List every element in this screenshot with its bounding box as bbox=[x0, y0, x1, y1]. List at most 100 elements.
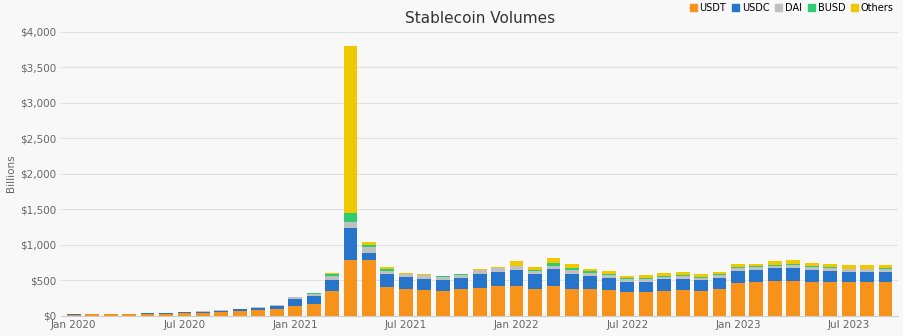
Bar bbox=[731, 283, 744, 316]
Bar bbox=[712, 272, 726, 274]
Bar bbox=[694, 278, 707, 281]
Bar bbox=[804, 282, 818, 316]
Bar bbox=[712, 289, 726, 316]
Bar bbox=[472, 274, 486, 288]
Bar bbox=[841, 282, 854, 316]
Bar bbox=[786, 268, 799, 281]
Bar bbox=[398, 277, 413, 289]
Bar bbox=[325, 280, 339, 291]
Bar bbox=[196, 313, 209, 316]
Bar bbox=[325, 291, 339, 316]
Bar bbox=[306, 296, 321, 304]
Bar bbox=[417, 275, 431, 276]
Bar bbox=[731, 270, 744, 283]
Bar bbox=[656, 277, 670, 280]
Bar bbox=[786, 260, 799, 264]
Bar bbox=[786, 265, 799, 268]
Bar bbox=[85, 314, 99, 316]
Title: Stablecoin Volumes: Stablecoin Volumes bbox=[405, 11, 554, 27]
Bar bbox=[233, 309, 247, 311]
Bar bbox=[749, 270, 762, 282]
Bar bbox=[454, 289, 468, 316]
Bar bbox=[731, 268, 744, 270]
Bar bbox=[306, 304, 321, 316]
Bar bbox=[214, 310, 228, 312]
Bar bbox=[767, 268, 781, 281]
Bar bbox=[878, 271, 891, 282]
Bar bbox=[878, 269, 891, 271]
Bar bbox=[619, 278, 633, 279]
Bar bbox=[675, 276, 689, 279]
Bar bbox=[343, 260, 357, 316]
Bar bbox=[675, 279, 689, 290]
Bar bbox=[472, 270, 486, 274]
Bar bbox=[601, 278, 615, 290]
Bar bbox=[656, 276, 670, 277]
Bar bbox=[104, 314, 117, 316]
Bar bbox=[251, 310, 265, 316]
Bar bbox=[233, 311, 247, 316]
Bar bbox=[619, 279, 633, 282]
Bar bbox=[749, 282, 762, 316]
Bar bbox=[417, 290, 431, 316]
Bar bbox=[490, 267, 505, 268]
Bar bbox=[712, 274, 726, 275]
Bar bbox=[823, 268, 836, 270]
Bar bbox=[214, 312, 228, 316]
Bar bbox=[509, 266, 523, 270]
Bar bbox=[546, 287, 560, 316]
Bar bbox=[122, 314, 135, 316]
Bar bbox=[417, 279, 431, 290]
Bar bbox=[564, 289, 578, 316]
Bar bbox=[767, 265, 781, 266]
Bar bbox=[619, 276, 633, 278]
Bar bbox=[860, 272, 873, 282]
Bar bbox=[490, 271, 505, 287]
Bar bbox=[361, 253, 376, 260]
Bar bbox=[878, 268, 891, 269]
Bar bbox=[675, 275, 689, 276]
Bar bbox=[564, 270, 578, 274]
Bar bbox=[694, 291, 707, 316]
Bar bbox=[767, 281, 781, 316]
Bar bbox=[823, 282, 836, 316]
Bar bbox=[656, 280, 670, 291]
Bar bbox=[601, 275, 615, 278]
Bar bbox=[417, 276, 431, 279]
Bar bbox=[767, 261, 781, 265]
Bar bbox=[325, 276, 339, 280]
Bar bbox=[141, 314, 154, 316]
Bar bbox=[546, 258, 560, 263]
Bar bbox=[749, 266, 762, 267]
Bar bbox=[601, 271, 615, 274]
Bar bbox=[841, 265, 854, 269]
Bar bbox=[251, 308, 265, 310]
Bar bbox=[527, 270, 541, 271]
Bar bbox=[509, 270, 523, 287]
Bar bbox=[823, 270, 836, 282]
Bar bbox=[343, 228, 357, 260]
Bar bbox=[694, 274, 707, 277]
Bar bbox=[731, 264, 744, 267]
Bar bbox=[159, 313, 172, 316]
Bar bbox=[472, 269, 486, 270]
Bar bbox=[841, 269, 854, 272]
Bar bbox=[786, 264, 799, 265]
Bar bbox=[306, 293, 321, 294]
Bar bbox=[343, 222, 357, 228]
Bar bbox=[325, 274, 339, 276]
Bar bbox=[564, 274, 578, 289]
Bar bbox=[804, 263, 818, 266]
Bar bbox=[694, 281, 707, 291]
Bar bbox=[269, 309, 284, 316]
Bar bbox=[490, 287, 505, 316]
Bar bbox=[860, 269, 873, 272]
Bar bbox=[380, 270, 394, 275]
Bar bbox=[398, 289, 413, 316]
Bar bbox=[67, 314, 80, 316]
Bar bbox=[841, 272, 854, 282]
Bar bbox=[527, 275, 541, 289]
Bar bbox=[546, 266, 560, 269]
Bar bbox=[251, 307, 265, 308]
Bar bbox=[454, 278, 468, 289]
